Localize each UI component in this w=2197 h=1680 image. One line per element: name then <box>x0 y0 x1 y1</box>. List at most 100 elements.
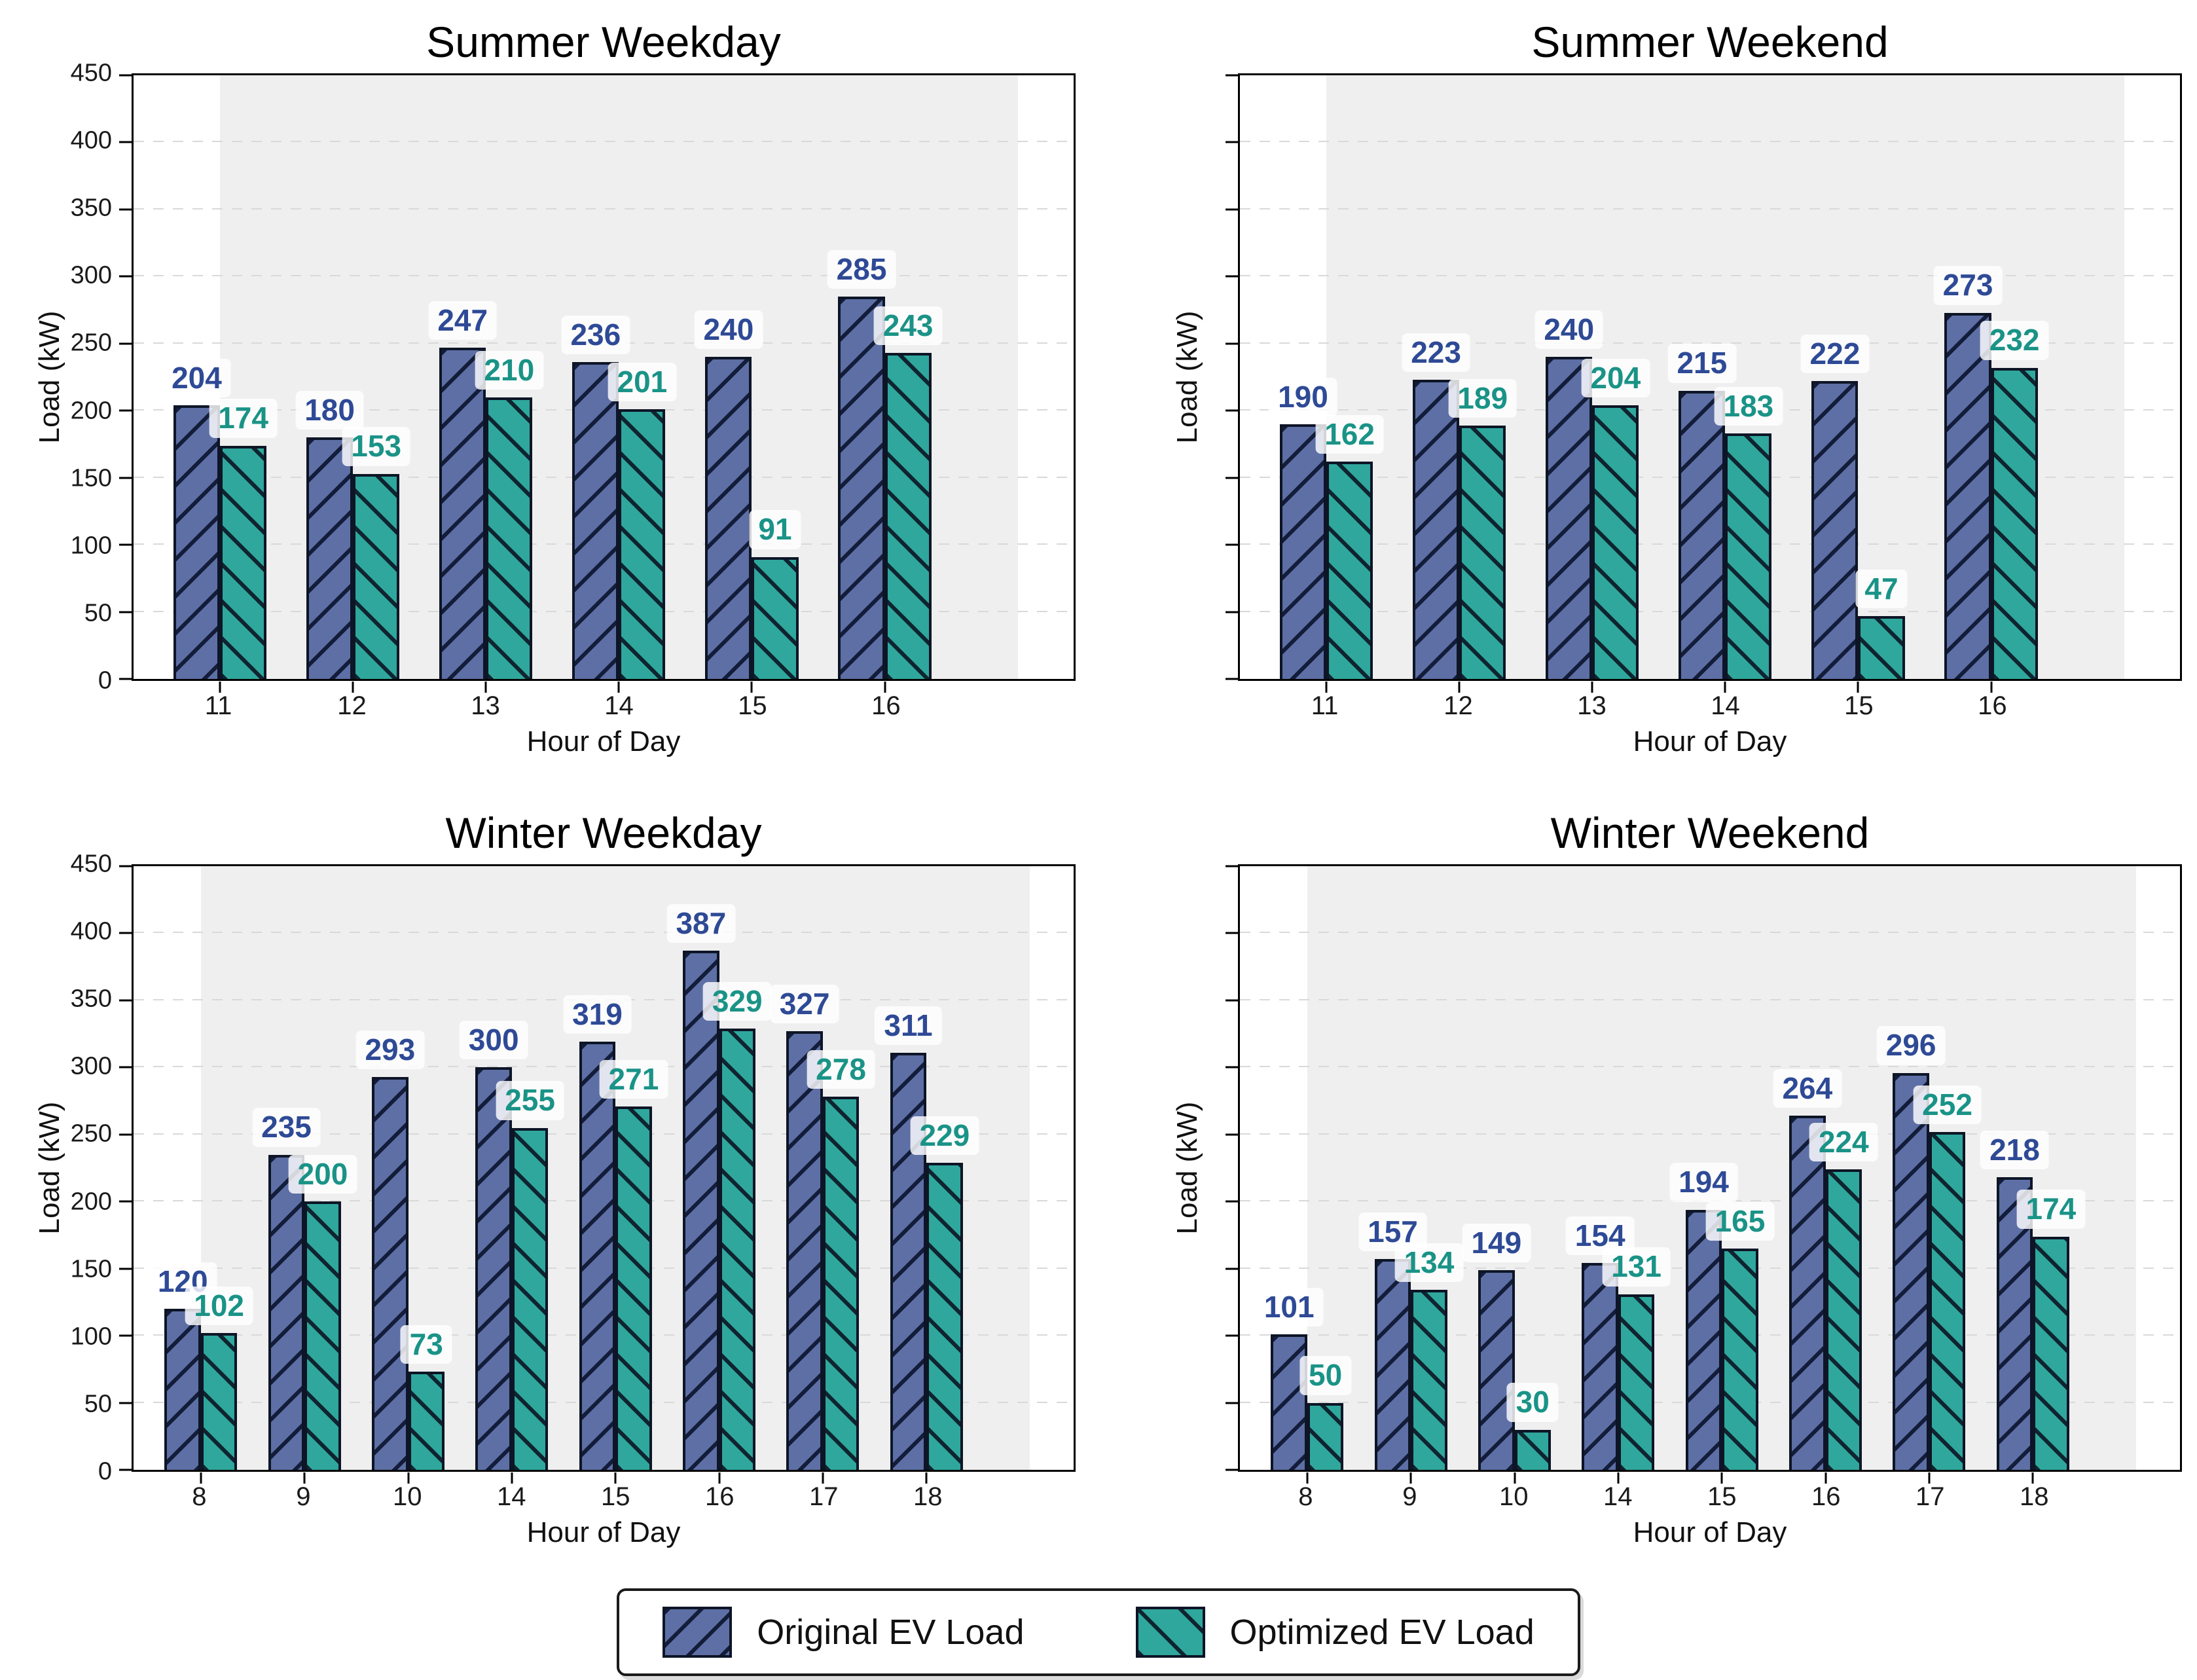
bar-original-hour-17 <box>1893 1072 1929 1470</box>
bar-value-label-original: 236 <box>561 316 630 355</box>
bar-original-hour-12 <box>306 437 354 679</box>
bar-value-label-optimized: 91 <box>749 510 801 549</box>
x-tick-mark <box>1857 682 1859 693</box>
bar-value-label-original: 240 <box>1534 310 1604 350</box>
y-tick-mark <box>1226 342 1238 345</box>
y-tick-label: 400 <box>70 126 112 155</box>
x-tick-mark <box>1325 682 1328 693</box>
x-tick-mark <box>925 1472 928 1484</box>
legend: Original EV Load Optimized EV Load <box>617 1588 1580 1676</box>
bar-optimized-hour-9 <box>1411 1290 1447 1470</box>
bar-original-hour-10 <box>372 1076 409 1470</box>
x-tick-mark <box>1591 682 1593 693</box>
bar-original-hour-15 <box>579 1042 616 1470</box>
y-tick-label: 100 <box>70 532 112 560</box>
x-tick-label: 12 <box>1443 691 1473 720</box>
y-tick-label: 200 <box>70 397 112 425</box>
bar-value-label-original: 190 <box>1269 377 1337 416</box>
bar-optimized-hour-12 <box>353 473 400 679</box>
bar-original-hour-9 <box>1374 1259 1411 1470</box>
plot-area: 190 162 223 189 240 204 215 183 222 47 273 232 <box>1226 73 2182 693</box>
y-tick-mark <box>119 275 132 278</box>
legend-label-original: Original EV Load <box>757 1613 1025 1652</box>
bar-optimized-hour-11 <box>1326 462 1373 679</box>
y-axis-title: Load (kW) <box>1171 310 1203 444</box>
y-tick-label: 250 <box>70 329 112 357</box>
bar-value-label-optimized: 271 <box>599 1059 668 1099</box>
x-tick-label: 8 <box>1298 1482 1313 1511</box>
bar-optimized-hour-8 <box>200 1333 238 1470</box>
bar-optimized-hour-18 <box>2033 1236 2069 1470</box>
x-axis-title: Hour of Day <box>526 1516 681 1548</box>
bar-original-hour-14 <box>1582 1263 1618 1470</box>
bar-original-hour-16 <box>683 951 719 1470</box>
plot-with-axes: Load (kW) 101 50 157 134 149 30 154 131 194 165 264… <box>1121 864 2182 1484</box>
x-tick-mark <box>200 1472 202 1484</box>
y-tick-mark <box>119 74 132 77</box>
bar-value-label-original: 222 <box>1800 334 1870 374</box>
bar-value-label-original: 235 <box>252 1108 321 1147</box>
y-tick-mark <box>119 141 132 143</box>
x-tick-label: 14 <box>1603 1482 1633 1511</box>
bar-original-hour-14 <box>1679 390 1726 679</box>
y-tick-label: 50 <box>84 599 112 627</box>
y-tick-mark <box>1226 141 1238 143</box>
x-tick-label: 15 <box>1707 1482 1737 1511</box>
bar-value-label-original: 218 <box>1980 1131 2049 1170</box>
bar-value-label-optimized: 255 <box>496 1081 564 1120</box>
y-tick-mark <box>119 865 132 867</box>
x-tick-mark <box>1617 1472 1620 1484</box>
bar-value-label-original: 157 <box>1358 1213 1427 1252</box>
plot-with-axes: Load (kW) 190 162 223 189 240 204 215 183 222 47 27… <box>1121 73 2182 693</box>
panel-title: Summer Weekend <box>1531 18 1889 66</box>
gridline <box>1240 932 2180 934</box>
bar-value-label-optimized: 50 <box>1299 1356 1352 1395</box>
bar-value-label-optimized: 183 <box>1714 386 1783 426</box>
bar-optimized-hour-18 <box>926 1162 963 1470</box>
x-tick-label: 16 <box>1811 1482 1841 1511</box>
bar-original-hour-16 <box>1944 312 1991 679</box>
bar-original-hour-15 <box>1811 381 1859 679</box>
gridline <box>1240 275 2180 277</box>
x-tick-label: 15 <box>601 1482 630 1511</box>
y-tick-mark <box>1226 1268 1238 1270</box>
bar-value-label-original: 247 <box>428 301 498 340</box>
bar-value-label-original: 273 <box>1933 266 2003 305</box>
y-tick-mark <box>1226 999 1238 1002</box>
y-tick-label: 150 <box>70 1255 112 1283</box>
x-tick-mark <box>1825 1472 1827 1484</box>
x-axis-title: Hour of Day <box>526 725 681 758</box>
y-tick-label: 100 <box>70 1323 112 1351</box>
y-tick-mark <box>119 932 132 934</box>
panel-summer-weekday: Summer Weekday Load (kW) 0 50 100 150 200 250 30… <box>15 10 1076 763</box>
bar-optimized-hour-13 <box>486 397 533 679</box>
x-tick-label: 18 <box>2019 1482 2049 1511</box>
bar-optimized-hour-14 <box>1618 1294 1655 1470</box>
y-tick-mark <box>119 1066 132 1068</box>
panel-winter-weekend: Winter Weekend Load (kW) 101 50 157 134 149 30 1… <box>1121 801 2182 1554</box>
bar-value-label-original: 311 <box>875 1006 942 1045</box>
bar-value-label-optimized: 252 <box>1913 1085 1982 1124</box>
x-tick-mark <box>303 1472 306 1484</box>
y-tick-label: 300 <box>70 1052 112 1080</box>
bar-value-label-optimized: 243 <box>873 306 943 346</box>
plot-area: 101 50 157 134 149 30 154 131 194 165 264 224 296 252… <box>1226 864 2182 1484</box>
y-tick-mark <box>119 999 132 1002</box>
gridline <box>134 208 1074 210</box>
y-tick-mark <box>1226 932 1238 934</box>
x-tick-label: 14 <box>604 691 634 720</box>
y-tick-label: 150 <box>70 464 112 492</box>
bar-original-hour-9 <box>268 1154 305 1470</box>
x-tick-mark <box>407 1472 410 1484</box>
x-tick-mark <box>1458 682 1461 693</box>
bar-value-label-original: 300 <box>459 1021 528 1060</box>
bar-value-label-original: 240 <box>694 310 763 350</box>
panel-summer-weekend: Summer Weekend Load (kW) 190 162 223 189 240 20… <box>1121 10 2182 763</box>
bar-value-label-original: 194 <box>1669 1163 1738 1202</box>
x-tick-label: 17 <box>809 1482 839 1511</box>
bar-value-label-optimized: 30 <box>1506 1383 1559 1422</box>
x-tick-mark <box>1514 1472 1516 1484</box>
bar-value-label-optimized: 73 <box>400 1325 452 1364</box>
y-axis: Load (kW) <box>1121 864 1238 1472</box>
